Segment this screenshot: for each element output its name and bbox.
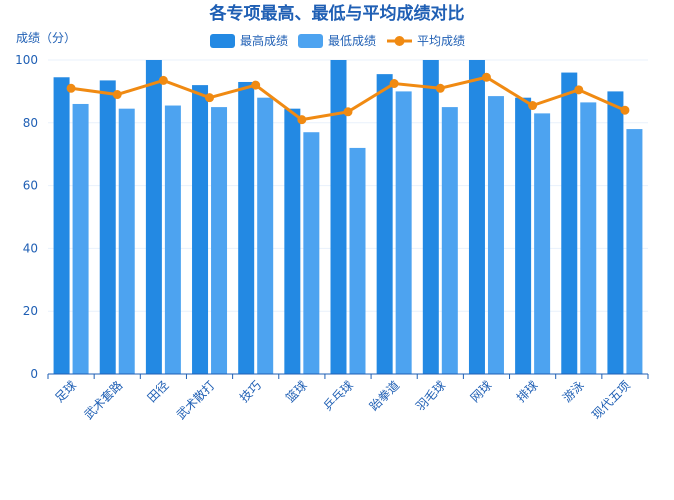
bar-min[interactable] <box>395 91 412 375</box>
avg-point[interactable] <box>574 85 584 95</box>
bar-max[interactable] <box>99 80 116 374</box>
avg-point[interactable] <box>112 90 122 100</box>
y-tick-label: 100 <box>15 53 38 67</box>
avg-point[interactable] <box>389 79 399 89</box>
y-tick-label: 20 <box>23 304 38 318</box>
bar-min[interactable] <box>257 97 274 375</box>
y-tick-label: 80 <box>23 116 38 130</box>
x-tick-label: 游泳 <box>560 378 587 405</box>
legend-label[interactable]: 最低成绩 <box>328 34 376 48</box>
y-tick-label: 40 <box>23 241 38 255</box>
x-tick-label: 武术散打 <box>173 378 218 423</box>
avg-point[interactable] <box>343 107 353 117</box>
x-tick-label: 羽毛球 <box>413 378 448 413</box>
bar-min[interactable] <box>349 147 366 374</box>
avg-point[interactable] <box>158 75 168 85</box>
avg-point[interactable] <box>251 80 261 90</box>
bar-min[interactable] <box>580 102 597 374</box>
x-tick-label: 跆拳道 <box>366 378 402 414</box>
x-tick-label: 乒乓球 <box>321 378 356 413</box>
y-axis-label: 成绩（分） <box>16 31 76 45</box>
bar-max[interactable] <box>330 60 347 374</box>
avg-point[interactable] <box>528 101 538 111</box>
bar-max[interactable] <box>607 91 624 375</box>
x-tick-label: 篮球 <box>282 378 310 406</box>
bar-min[interactable] <box>118 108 135 375</box>
bar-min[interactable] <box>534 113 551 374</box>
x-tick-label: 现代五项 <box>589 378 633 422</box>
avg-point[interactable] <box>435 83 445 93</box>
bar-min[interactable] <box>164 105 181 374</box>
x-tick-label: 足球 <box>52 378 79 405</box>
legend-label[interactable]: 最高成绩 <box>240 33 288 48</box>
legend-swatch <box>298 34 323 48</box>
legend-label[interactable]: 平均成绩 <box>417 34 465 48</box>
bar-min[interactable] <box>487 96 504 375</box>
y-tick-label: 60 <box>23 179 38 193</box>
avg-point[interactable] <box>205 93 215 103</box>
avg-point[interactable] <box>481 72 491 82</box>
bar-max[interactable] <box>515 97 532 375</box>
x-tick-label: 技巧 <box>237 378 264 405</box>
avg-point[interactable] <box>620 105 630 115</box>
bar-max[interactable] <box>192 85 209 375</box>
bar-min[interactable] <box>211 107 228 374</box>
y-tick-label: 0 <box>30 367 38 381</box>
avg-point[interactable] <box>66 83 76 93</box>
bar-max[interactable] <box>561 72 578 374</box>
bar-min[interactable] <box>441 107 458 374</box>
bar-series <box>53 60 643 375</box>
x-tick-label: 排球 <box>514 378 541 405</box>
legend-marker <box>394 36 405 46</box>
bar-max[interactable] <box>376 74 393 374</box>
chart-title: 各专项最高、最低与平均成绩对比 <box>209 3 465 24</box>
legend-swatch <box>210 34 235 48</box>
x-tick-label: 武术套路 <box>81 378 126 423</box>
bar-max[interactable] <box>53 77 70 375</box>
bar-max[interactable] <box>284 108 301 375</box>
bar-max[interactable] <box>145 60 162 374</box>
avg-point[interactable] <box>297 115 307 125</box>
bar-min[interactable] <box>72 103 89 375</box>
bar-min[interactable] <box>303 132 320 374</box>
bar-max[interactable] <box>468 60 485 374</box>
x-tick-label: 网球 <box>468 378 495 405</box>
bar-min[interactable] <box>626 129 643 374</box>
bar-max[interactable] <box>422 60 439 374</box>
line-series <box>66 72 630 125</box>
x-tick-label: 田径 <box>145 378 172 405</box>
bar-max[interactable] <box>238 81 255 374</box>
legend[interactable]: 最高成绩 最低成绩 平均成绩 <box>210 33 465 48</box>
